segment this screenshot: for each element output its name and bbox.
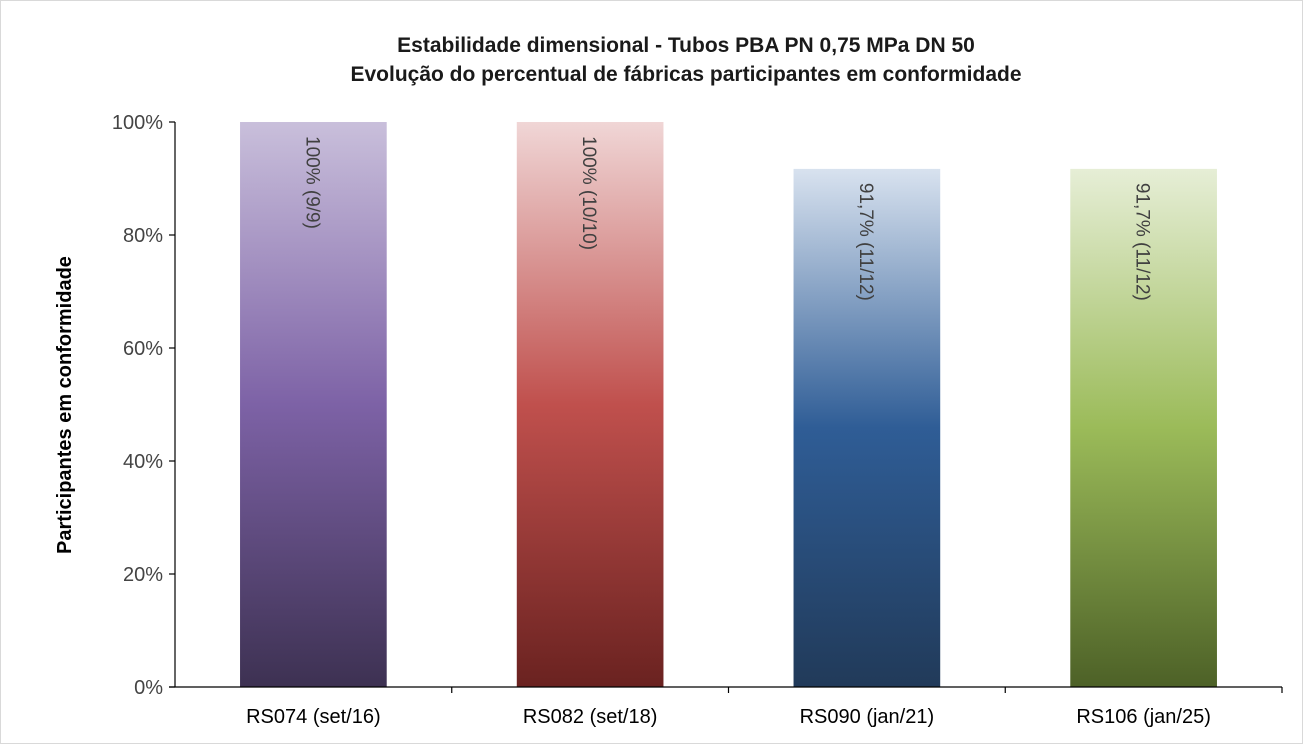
- x-tick-label: RS106 (jan/25): [1076, 706, 1211, 728]
- y-tick-label: 0%: [134, 677, 163, 699]
- chart-title: Estabilidade dimensional - Tubos PBA PN …: [397, 34, 975, 57]
- y-tick-label: 100%: [112, 112, 163, 134]
- bar: [1070, 168, 1217, 687]
- bar: [793, 168, 941, 687]
- y-axis-title: Participantes em conformidade: [54, 256, 76, 554]
- data-label: 100% (9/9): [301, 136, 322, 229]
- x-tick-label: RS082 (set/18): [523, 706, 658, 728]
- y-tick-label: 20%: [123, 564, 163, 586]
- data-label: 91,7% (11/12): [1132, 183, 1153, 301]
- data-label: 100% (10/10): [578, 136, 599, 250]
- bar: [516, 122, 664, 687]
- bar: [240, 122, 387, 687]
- y-tick-label: 80%: [123, 225, 163, 247]
- chart-subtitle: Evolução do percentual de fábricas parti…: [350, 63, 1021, 86]
- data-label: 91,7% (11/12): [855, 183, 876, 301]
- y-tick-label: 60%: [123, 338, 163, 360]
- x-tick-label: RS074 (set/16): [246, 706, 381, 728]
- x-tick-label: RS090 (jan/21): [800, 706, 935, 728]
- y-tick-label: 40%: [123, 451, 163, 473]
